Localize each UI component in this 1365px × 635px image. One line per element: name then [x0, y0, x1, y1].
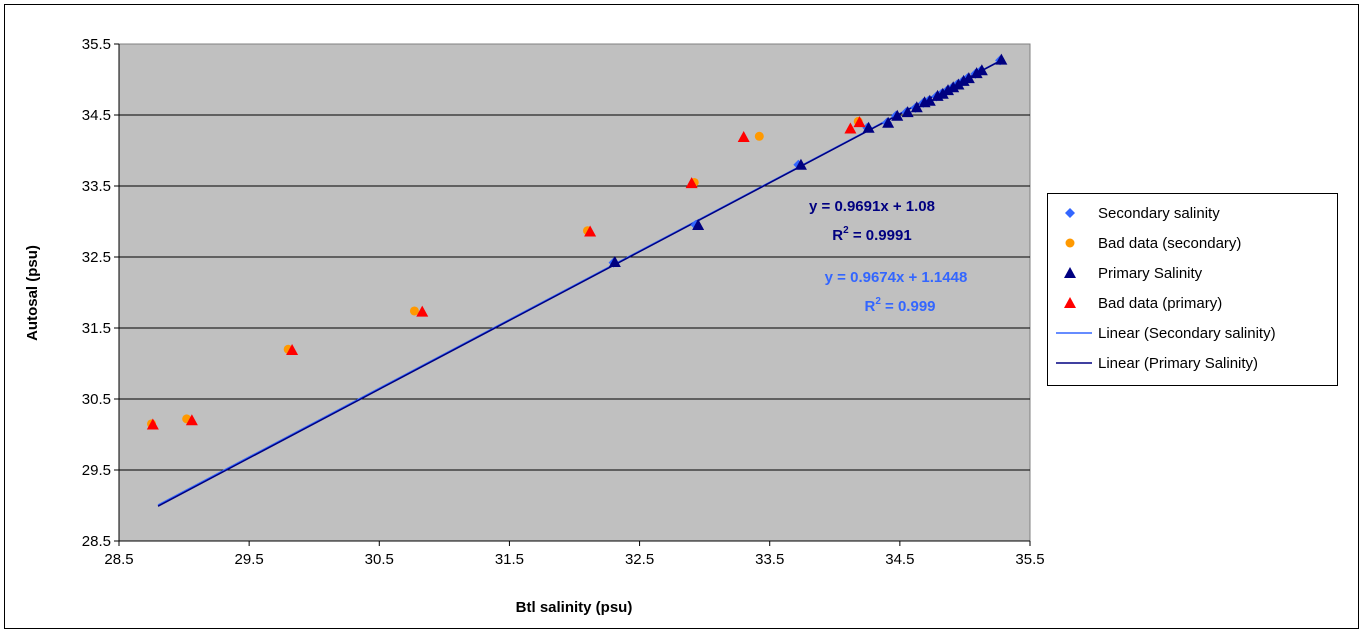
triangle-legend-icon	[1064, 297, 1076, 308]
point-primary-salinity	[952, 78, 965, 90]
trendline-primary	[157, 58, 1005, 507]
point-primary-salinity	[882, 116, 895, 128]
point-bad-data-primary	[853, 116, 866, 128]
line-legend-icon	[1056, 332, 1092, 334]
trendline-equation-primary: y = 0.9691x + 1.08 R2 = 0.9991	[809, 198, 935, 244]
point-primary-salinity	[910, 101, 923, 113]
legend-symbol	[1056, 202, 1092, 224]
legend-label: Primary Salinity	[1098, 264, 1203, 282]
point-primary-salinity	[957, 74, 970, 86]
y-tick-label: 31.5	[82, 320, 111, 337]
legend-symbol	[1056, 352, 1092, 374]
equation-primary: y = 0.9691x + 1.08	[809, 198, 935, 215]
legend-marker	[1064, 297, 1076, 308]
point-primary-salinity	[962, 72, 975, 84]
point-bad-data-primary	[185, 414, 198, 426]
point-primary-salinity	[995, 53, 1008, 65]
x-tick-label: 31.5	[495, 551, 524, 568]
point-primary-salinity	[862, 121, 875, 133]
y-tick-label: 32.5	[82, 249, 111, 266]
legend-label: Secondary salinity	[1098, 204, 1220, 222]
y-tick-label: 34.5	[82, 107, 111, 124]
equation-secondary: y = 0.9674x + 1.1448	[825, 269, 968, 286]
legend-marker	[1065, 208, 1075, 218]
point-bad-data-primary	[844, 122, 857, 134]
r-squared-secondary: R2 = 0.999	[864, 296, 935, 315]
data-markers	[146, 53, 1008, 430]
triangle-legend-icon	[1064, 267, 1076, 278]
diamond-legend-icon	[1065, 208, 1075, 218]
r-squared-primary: R2 = 0.9991	[832, 225, 911, 244]
line-legend-icon	[1056, 362, 1092, 364]
x-axis-ticks: 28.5 29.5 30.5 31.5 32.5 33.5 34.5 35.5	[104, 541, 1045, 568]
point-primary-salinity	[608, 255, 621, 267]
x-tick-label: 32.5	[625, 551, 654, 568]
y-tick-label: 28.5	[82, 533, 111, 550]
plot-area	[118, 43, 1031, 542]
point-primary-salinity	[970, 67, 983, 79]
legend-symbol	[1056, 232, 1092, 254]
point-primary-salinity	[923, 94, 936, 106]
point-primary-salinity	[901, 106, 914, 118]
point-bad-data-primary	[584, 225, 597, 237]
legend-item-linear-primary: Linear (Primary Salinity)	[1056, 352, 1258, 374]
point-bad-data-secondary	[409, 306, 419, 316]
y-axis-ticks: 28.5 29.5 30.5 31.5 32.5 33.5 34.5 35.5	[82, 36, 119, 550]
legend-item-primary-salinity: Primary Salinity	[1056, 262, 1202, 284]
y-tick-label: 35.5	[82, 36, 111, 53]
point-primary-salinity	[947, 81, 960, 93]
legend-item-linear-secondary: Linear (Secondary salinity)	[1056, 322, 1276, 344]
legend-marker	[1064, 267, 1076, 278]
legend-label: Linear (Secondary salinity)	[1098, 324, 1276, 342]
y-tick-label: 33.5	[82, 178, 111, 195]
point-primary-salinity	[936, 87, 949, 99]
legend-label: Linear (Primary Salinity)	[1098, 354, 1259, 372]
point-bad-data-primary	[286, 344, 299, 356]
legend-item-bad-data-primary: Bad data (primary)	[1056, 292, 1222, 314]
point-primary-salinity	[692, 219, 705, 231]
point-primary-salinity	[942, 84, 955, 96]
legend-marker	[1065, 238, 1075, 248]
point-primary-salinity	[975, 64, 988, 76]
x-tick-label: 28.5	[104, 551, 133, 568]
circle-legend-icon	[1065, 238, 1075, 248]
point-primary-salinity	[891, 109, 904, 121]
x-axis-title: Btl salinity (psu)	[516, 599, 633, 616]
legend-item-secondary-salinity: Secondary salinity	[1056, 202, 1220, 224]
point-bad-data-primary	[685, 177, 698, 189]
x-tick-label: 33.5	[755, 551, 784, 568]
legend-symbol	[1056, 292, 1092, 314]
legend-symbol	[1056, 262, 1092, 284]
legend-label: Bad data (primary)	[1098, 294, 1223, 312]
trend-lines	[157, 57, 1005, 507]
y-tick-label: 29.5	[82, 462, 111, 479]
point-bad-data-primary	[416, 305, 429, 317]
legend-symbol	[1056, 322, 1092, 344]
point-bad-data-primary	[146, 418, 159, 430]
point-bad-data-secondary	[754, 131, 764, 141]
trendline-equation-secondary: y = 0.9674x + 1.1448 R2 = 0.999	[825, 269, 968, 315]
legend: Secondary salinity Bad data (secondary) …	[1047, 193, 1338, 386]
x-tick-label: 29.5	[235, 551, 264, 568]
y-tick-label: 30.5	[82, 391, 111, 408]
legend-label: Bad data (secondary)	[1098, 234, 1242, 252]
legend-item-bad-data-secondary: Bad data (secondary)	[1056, 232, 1241, 254]
x-tick-label: 30.5	[365, 551, 394, 568]
grid-lines	[119, 114, 1030, 471]
y-axis-title: Autosal (psu)	[24, 245, 41, 341]
x-tick-label: 34.5	[885, 551, 914, 568]
x-tick-label: 35.5	[1015, 551, 1044, 568]
point-bad-data-primary	[737, 131, 750, 143]
point-primary-salinity	[794, 158, 807, 170]
